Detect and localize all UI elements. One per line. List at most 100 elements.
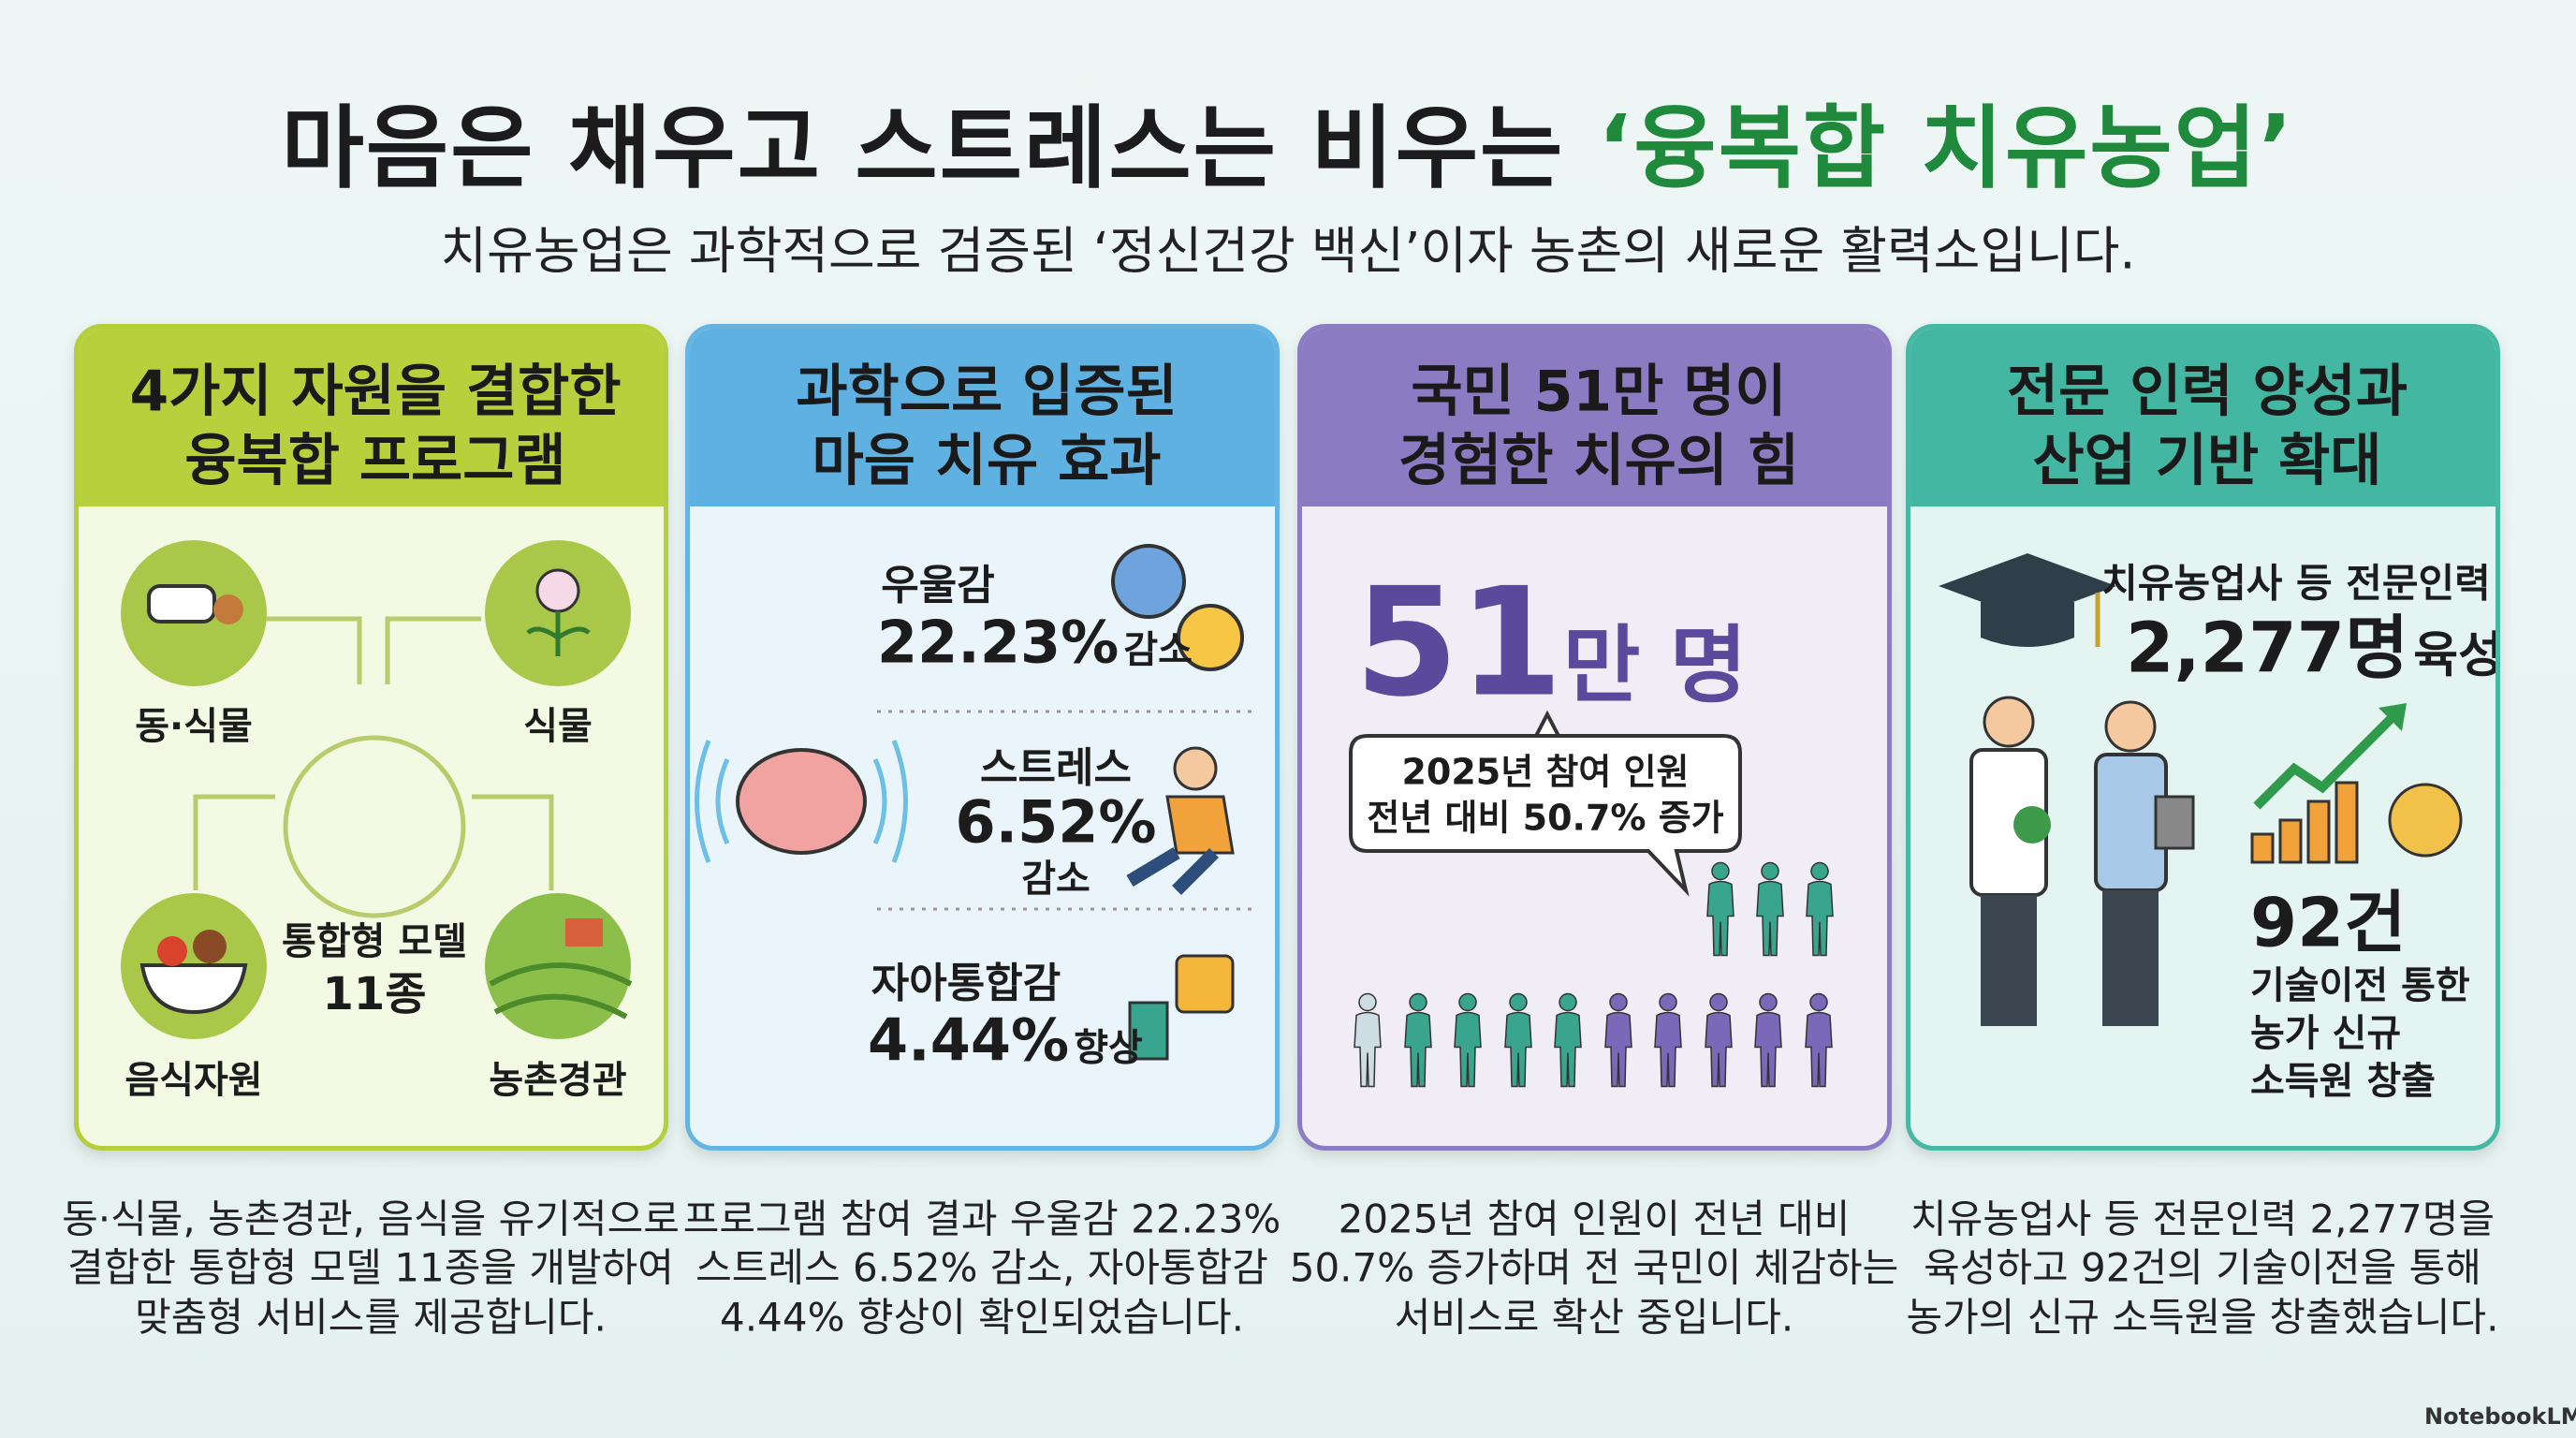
arrows	[193, 616, 554, 918]
resource-label: 음식자원	[124, 1059, 263, 1102]
growth-arrow	[2253, 709, 2401, 810]
caption: 농가의 신규 소득원을 창출했습니다.	[1906, 1294, 2499, 1341]
resource-diagram	[121, 540, 633, 1039]
panel-workforce: 전문 인력 양성과 산업 기반 확대 치유농업사 등 전문인력 2,277명 육…	[1906, 324, 2500, 1151]
people-graphic	[1349, 710, 1834, 1088]
puzzle-person	[1128, 1001, 1169, 1061]
tech-value: 92건	[2250, 883, 2407, 962]
caption: 치유농업사 등 전문인력 2,277명을	[1910, 1196, 2495, 1242]
panel-title: 국민 51만 명이	[1411, 359, 1787, 425]
people-top	[1706, 861, 1834, 957]
metric-value: 22.23%	[877, 608, 1120, 677]
metric: 22.23% 감소	[877, 609, 1193, 677]
metric-effect: 감소	[1021, 858, 1090, 901]
cow	[147, 584, 216, 624]
bubble-text: 2025년 참여 인원	[1401, 751, 1690, 793]
workforce-icons	[1939, 553, 2463, 1026]
panel-title: 전문 인력 양성과	[2006, 359, 2408, 425]
potted-plant	[2013, 806, 2051, 844]
waves	[695, 740, 908, 863]
caption: 4.44% 향상이 확인되었습니다.	[720, 1294, 1244, 1341]
panel-title: 마음 치유 효과	[812, 428, 1162, 494]
panel-effects: 과학으로 입증된 마음 치유 효과 우울감 22.23% 감소 스트레스 6.5…	[685, 324, 1280, 1151]
panel-resources: 4가지 자원을 결합한 융복합 프로그램 동·식물 식물 음식자원 농촌경관 통…	[74, 324, 668, 1151]
title-main: 마음은 채우고 스트레스는 비우는	[281, 95, 1565, 201]
caption: 맞춤형 서비스를 제공합니다.	[135, 1294, 607, 1341]
fields	[489, 962, 633, 1020]
person-head	[1173, 746, 1218, 791]
big-number: 51	[1354, 554, 1563, 730]
speech-bubble	[1349, 710, 1742, 897]
footer-brand: NotebookLM	[2424, 1403, 2576, 1430]
title: 마음은 채우고 스트레스는 비우는 ‘융복합 치유농업’	[282, 76, 2295, 206]
metric-value: 6.52%	[955, 787, 1157, 857]
panel-title: 경험한 치유의 힘	[1398, 428, 1800, 494]
panel-title: 산업 기반 확대	[2032, 428, 2382, 494]
farmer-head	[2104, 700, 2157, 753]
tech-text: 소득원 창출	[2250, 1060, 2436, 1103]
resource-label: 식물	[523, 705, 593, 748]
caption: 동·식물, 농촌경관, 음식을 유기적으로	[62, 1196, 680, 1242]
panel-participants: 국민 51만 명이 경험한 치유의 힘 51만 명 2025년 참여 인원 전년…	[1297, 324, 1892, 1151]
panel-header	[1910, 329, 2496, 506]
metric: 4.44% 향상	[868, 1006, 1143, 1075]
puzzle	[1175, 954, 1235, 1014]
people-bottom	[1354, 992, 1833, 1088]
big-unit: 만 명	[1562, 616, 1748, 715]
caption: 결합한 통합형 모델 11종을 개발하여	[67, 1244, 674, 1291]
panel-title: 과학으로 입증된	[796, 359, 1178, 425]
caption: 2025년 참여 인원이 전년 대비	[1338, 1196, 1851, 1242]
tech-text: 농가 신규	[2250, 1012, 2402, 1055]
sad-face	[1111, 544, 1186, 619]
panel-title: 융복합 프로그램	[184, 428, 566, 494]
resource-label: 동·식물	[135, 705, 253, 748]
meat	[193, 930, 227, 963]
resource-label: 농촌경관	[489, 1059, 627, 1102]
metric-effect: 향상	[1074, 1026, 1143, 1070]
metric-value: 4.44%	[868, 1005, 1070, 1075]
grad-cap-base	[1981, 602, 2074, 647]
tomato	[157, 936, 187, 966]
metric-label: 자아통합감	[871, 960, 1061, 1007]
center-count: 11종	[322, 968, 427, 1020]
panel-title: 4가지 자원을 결합한	[129, 359, 622, 425]
tech-text: 기술이전 통한	[2250, 964, 2470, 1007]
arrow-head	[2378, 703, 2407, 731]
stem	[526, 611, 591, 656]
caption: 육성하고 92건의 기술이전을 통해	[1924, 1244, 2481, 1291]
growth-bars	[2250, 781, 2359, 864]
money-bag	[2388, 783, 2463, 858]
stat-verb: 육성	[2413, 627, 2500, 684]
metric-effect: 감소	[1123, 628, 1193, 672]
caption: 서비스로 확산 중입니다.	[1394, 1294, 1794, 1341]
brain	[736, 748, 867, 855]
researcher-head	[1983, 696, 2035, 748]
center-label: 통합형 모델	[282, 920, 467, 963]
metric-label: 우울감	[881, 562, 995, 609]
house	[565, 918, 603, 946]
bowl	[139, 963, 248, 1015]
stat-label: 치유농업사 등 전문인력	[2101, 560, 2491, 607]
happy-face	[1177, 604, 1244, 671]
title-highlight: ‘융복합 치유농업’	[1597, 95, 2295, 201]
caption: 스트레스 6.52% 감소, 자아통합감	[695, 1244, 1268, 1291]
researcher-legs	[1981, 895, 2037, 1026]
bubble-text: 전년 대비 50.7% 증가	[1367, 797, 1724, 839]
farmer-legs	[2102, 890, 2159, 1026]
effect-icons	[695, 544, 1251, 1061]
tablet	[2154, 795, 2195, 850]
flower	[535, 568, 580, 613]
person-body	[1165, 795, 1235, 855]
subtitle: 치유농업은 과학적으로 검증된 ‘정신건강 백신’이자 농촌의 새로운 활력소입…	[440, 221, 2136, 281]
stat: 2,277명 육성	[2126, 593, 2500, 693]
metric-label: 스트레스	[980, 744, 1132, 792]
caption: 프로그램 참여 결과 우울감 22.23%	[682, 1196, 1281, 1242]
stat-value: 2,277명	[2126, 608, 2409, 689]
caption: 50.7% 증가하며 전 국민이 체감하는	[1289, 1244, 1899, 1291]
hen	[213, 594, 243, 624]
panel-header	[1302, 329, 1887, 506]
big-stat: 51만 명	[1354, 555, 1748, 730]
panel-header	[79, 329, 664, 506]
person-legs	[1126, 846, 1219, 895]
